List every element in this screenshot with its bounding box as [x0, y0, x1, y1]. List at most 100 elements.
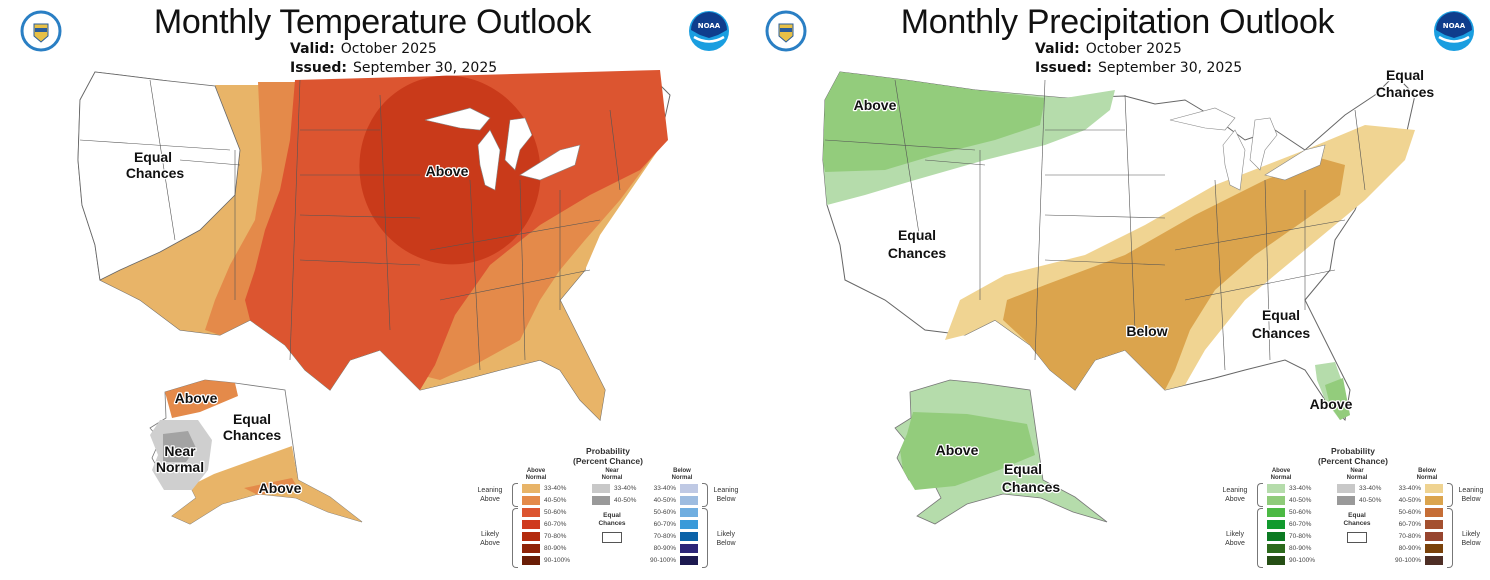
legend-likely-below-line2: Below: [716, 540, 736, 547]
label-ak-above: Above: [936, 442, 979, 458]
legend-head-near: Near Normal: [592, 468, 632, 482]
legend-range-below: 70-80%: [653, 533, 676, 540]
legend-head-below-line2: Normal: [671, 475, 693, 481]
noaa-logo: NOAA: [1433, 10, 1475, 52]
brace-leaning-below: [702, 483, 708, 507]
temperature-issued: Issued: September 30, 2025: [290, 60, 497, 77]
temperature-valid: Valid: October 2025: [290, 41, 437, 58]
legend-swatch-below: [680, 520, 698, 529]
legend-likely-below-line1: Likely: [717, 531, 735, 538]
legend-swatch-below: [1425, 484, 1443, 493]
legend-swatch-above: [1267, 544, 1285, 553]
legend-swatch-above: [1267, 508, 1285, 517]
label-ak-nn-1: Near: [164, 443, 196, 459]
legend-head-above-line1: Above: [1271, 468, 1291, 474]
brace-likely-below: [1447, 508, 1453, 568]
legend-range-below: 80-90%: [653, 545, 676, 552]
legend-range-below: 33-40%: [1398, 485, 1421, 492]
alaska-above-north: [165, 380, 238, 418]
valid-value: October 2025: [1085, 41, 1182, 57]
legend-ec-line1: Equal: [603, 512, 621, 519]
label-ak-north-above: Above: [175, 390, 218, 406]
brace-likely-above: [512, 508, 518, 568]
legend-head-below-line2: Normal: [1416, 475, 1438, 481]
legend-likely-above-line2: Above: [1225, 540, 1245, 547]
valid-label: Valid:: [290, 41, 335, 57]
issued-value: September 30, 2025: [352, 60, 498, 76]
legend-equal-chances-swatch: [1347, 532, 1367, 543]
legend-leaning-above-line2: Above: [1225, 496, 1245, 503]
legend-swatch-above: [522, 496, 540, 505]
legend-range-below: 70-80%: [1398, 533, 1421, 540]
issued-label: Issued:: [290, 60, 347, 76]
legend-ec-line2: Chances: [1343, 520, 1371, 527]
legend-swatch-below: [680, 484, 698, 493]
legend-range-below: 60-70%: [1398, 521, 1421, 528]
legend-head-near-line2: Normal: [601, 475, 623, 481]
legend-title-line2: (Percent Chance): [1318, 456, 1388, 466]
great-lakes: [1169, 107, 1326, 191]
svg-text:NOAA: NOAA: [1443, 22, 1466, 30]
temperature-legend: Probability (Percent Chance) Above Normal Ne…: [474, 446, 742, 576]
temperature-title: Monthly Temperature Outlook: [153, 3, 592, 41]
legend-range-near: 40-50%: [614, 497, 637, 504]
brace-likely-above: [1257, 508, 1263, 568]
legend-swatch-below: [1425, 508, 1443, 517]
legend-range-below: 90-100%: [1394, 557, 1421, 564]
legend-equal-chances-swatch: [602, 532, 622, 543]
legend-swatch-near: [1337, 484, 1355, 493]
legend-leaning-below-line2: Below: [716, 496, 736, 503]
label-ak-south-above: Above: [259, 480, 302, 496]
issued-label: Issued:: [1035, 60, 1092, 76]
legend-swatch-above: [522, 556, 540, 565]
legend-range-above: 80-90%: [1289, 545, 1312, 552]
legend-ec-line1: Equal: [1348, 512, 1366, 519]
precipitation-title: Monthly Precipitation Outlook: [900, 3, 1335, 41]
label-se-ec-1: Equal: [1262, 307, 1300, 323]
florida-above-dark: [1325, 378, 1350, 420]
legend-range-above: 70-80%: [544, 533, 567, 540]
legend-swatch-below: [1425, 556, 1443, 565]
legend-head-near-line2: Normal: [1346, 475, 1368, 481]
temp-zone-60-70: [359, 75, 541, 265]
alaska-near-normal-dark: [163, 431, 196, 462]
legend-range-above: 33-40%: [1289, 485, 1312, 492]
legend-head-above-line2: Normal: [1270, 475, 1292, 481]
legend-range-above: 50-60%: [544, 509, 567, 516]
legend-swatch-above: [522, 484, 540, 493]
alaska-above-40-50: [900, 412, 1035, 490]
label-ne-ec-2: Chances: [1376, 84, 1435, 100]
legend-leaning-below-line1: Leaning: [713, 487, 739, 494]
legend-equal-chances: Equal Chances: [1337, 512, 1377, 528]
legend-head-below: Below Normal: [662, 468, 702, 482]
legend-swatch-near: [1337, 496, 1355, 505]
legend-swatch-below: [680, 556, 698, 565]
label-midwest-above: Above: [426, 163, 469, 179]
noaa-logo: NOAA: [688, 10, 730, 52]
legend-range-above: 40-50%: [544, 497, 567, 504]
legend-swatch-below: [680, 496, 698, 505]
label-west-ec-1: Equal: [898, 227, 936, 243]
legend-leaning-below: Leaning Below: [710, 486, 742, 504]
legend-range-above: 80-90%: [544, 545, 567, 552]
label-south-below: Below: [1126, 323, 1167, 339]
label-se-ec-2: Chances: [1252, 325, 1311, 341]
legend-head-below: Below Normal: [1407, 468, 1447, 482]
legend-swatch-near: [592, 484, 610, 493]
precip-below-40-50: [1003, 158, 1345, 390]
legend-ec-line2: Chances: [598, 520, 626, 527]
legend-title: Probability (Percent Chance): [1293, 446, 1413, 466]
legend-title: Probability (Percent Chance): [548, 446, 668, 466]
legend-leaning-above-line1: Leaning: [1222, 487, 1248, 494]
legend-head-above-line1: Above: [526, 468, 546, 474]
legend-head-below-line1: Below: [673, 468, 691, 474]
temperature-map: Equal Chances Above Above Equal Chances …: [77, 70, 671, 525]
legend-range-above: 70-80%: [1289, 533, 1312, 540]
label-ak-ec-1: Equal: [1004, 461, 1042, 477]
legend-swatch-below: [680, 532, 698, 541]
issued-value: September 30, 2025: [1097, 60, 1243, 76]
label-fl-above: Above: [1310, 396, 1353, 412]
legend-title-line1: Probability: [586, 446, 630, 456]
legend-likely-above: Likely Above: [474, 530, 506, 548]
legend-swatch-below: [1425, 520, 1443, 529]
